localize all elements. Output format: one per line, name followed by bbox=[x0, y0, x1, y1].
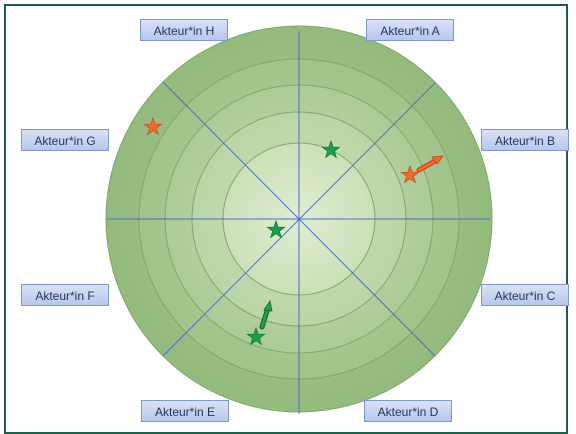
actor-label-h: Akteur*in H bbox=[140, 19, 228, 41]
star-marker-a bbox=[321, 139, 341, 159]
actor-label-b: Akteur*in B bbox=[481, 129, 569, 151]
star-marker-e bbox=[246, 326, 266, 346]
actor-label-g: Akteur*in G bbox=[21, 129, 109, 151]
star-marker-b bbox=[400, 164, 420, 184]
star-marker-center bbox=[266, 219, 286, 239]
spoke-diagonal-nw bbox=[162, 81, 436, 357]
actor-label-f: Akteur*in F bbox=[21, 284, 109, 306]
star-marker-g bbox=[143, 116, 163, 136]
arrow-outward-b bbox=[416, 155, 444, 173]
actor-label-e: Akteur*in E bbox=[141, 400, 229, 422]
actor-radar-diagram bbox=[105, 25, 493, 414]
actor-label-a: Akteur*in A bbox=[366, 19, 454, 41]
actor-label-c: Akteur*in C bbox=[481, 284, 569, 306]
arrow-inward-e bbox=[259, 299, 273, 330]
actor-label-d: Akteur*in D bbox=[364, 400, 452, 422]
